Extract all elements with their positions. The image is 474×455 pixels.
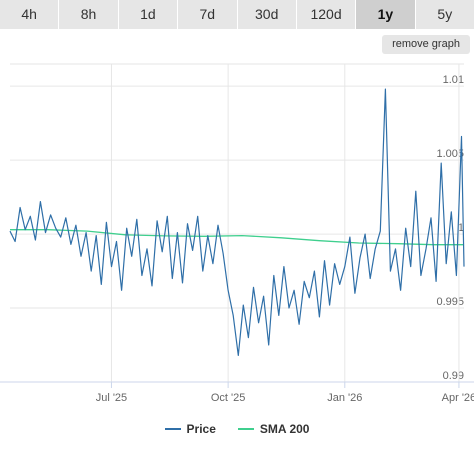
legend-swatch-price — [164, 428, 181, 430]
tab-7d[interactable]: 7d — [178, 0, 238, 29]
tab-4h[interactable]: 4h — [0, 0, 60, 29]
tab-30d[interactable]: 30d — [237, 0, 297, 29]
tab-1d[interactable]: 1d — [118, 0, 179, 29]
x-tick-label: Jul '25 — [96, 392, 127, 404]
price-line — [9, 88, 465, 356]
legend-item-price[interactable]: Price — [164, 422, 216, 436]
x-tick-label: Apr '26 — [442, 392, 474, 404]
legend-swatch-sma — [237, 428, 254, 430]
y-tick-label: 1 — [458, 222, 464, 234]
y-tick-label: 0.995 — [436, 296, 464, 308]
tab-5y[interactable]: 5y — [415, 0, 474, 29]
chart-legend: Price SMA 200 — [0, 420, 474, 438]
tab-120d[interactable]: 120d — [296, 0, 357, 29]
tab-1y[interactable]: 1y — [356, 0, 416, 29]
tab-8h[interactable]: 8h — [59, 0, 119, 29]
x-tick-label: Oct '25 — [211, 392, 246, 404]
legend-label-price: Price — [186, 422, 216, 436]
legend-label-sma: SMA 200 — [259, 422, 310, 436]
legend-item-sma[interactable]: SMA 200 — [237, 422, 310, 436]
y-tick-label: 1.01 — [443, 74, 464, 86]
range-tabs: 4h 8h 1d 7d 30d 120d 1y 5y — [0, 0, 474, 29]
x-tick-label: Jan '26 — [327, 392, 362, 404]
y-tick-label: 1.005 — [436, 148, 464, 160]
sma-200-line — [10, 229, 464, 246]
remove-graph-button[interactable]: remove graph — [382, 35, 470, 54]
price-chart: 0.99 0.995 1 1.005 1.01 Jul '25 Oct '25 Jan '26… — [0, 63, 474, 404]
y-tick-label: 0.99 — [443, 370, 464, 382]
